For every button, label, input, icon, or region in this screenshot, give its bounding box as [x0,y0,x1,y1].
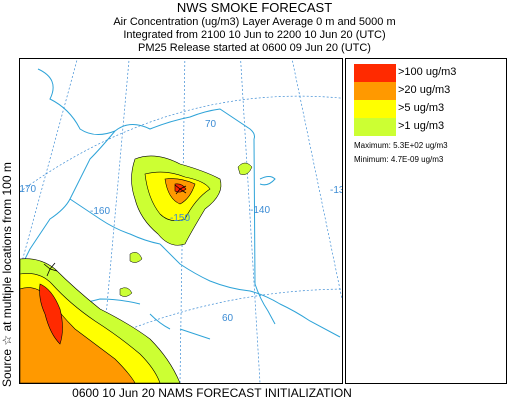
smoke-plume-north [131,155,253,246]
lon-150-label: -150 [170,213,190,224]
lat-70-line [20,95,342,193]
legend-label: >20 ug/m3 [398,84,451,96]
release-info: PM25 Release started at 0600 09 Jun 20 (… [138,42,371,54]
concentration-legend: >100 ug/m3 >20 ug/m3 >5 ug/m3 >1 ug/m3 M… [345,58,507,384]
concentration-subtitle: Air Concentration (ug/m3) Layer Average … [113,16,396,28]
smoke-plume-south [20,252,181,383]
lon-130-label: -130 [330,185,342,196]
smoke-map: 70 60 -170 -160 -150 -140 -130 [19,58,343,384]
lon-160-label: -160 [90,206,110,217]
lon-170-line [20,59,78,270]
legend-label: >5 ug/m3 [398,102,445,114]
legend-swatch [354,64,396,82]
integration-period: Integrated from 2100 10 Jun to 2200 10 J… [123,29,386,41]
forecast-initialization: 0600 10 Jun 20 NAMS FORECAST INITIALIZAT… [72,386,352,400]
legend-swatch [354,118,396,136]
lon-140-label: -140 [250,205,270,216]
forecast-title: NWS SMOKE FORECAST [176,0,333,15]
lon-170-label: -170 [20,184,36,195]
map-canvas: 70 60 -170 -160 -150 -140 -130 [20,59,342,383]
minimum-value: Minimum: 4.7E-09 ug/m3 [354,155,444,164]
source-label: Source ☆ at multiple locations from 100 … [0,162,14,387]
lat-60-label: 60 [222,313,234,324]
lon-140-line [240,59,261,383]
legend-swatch [354,100,396,118]
lon-130-line [291,59,342,300]
legend-label: >1 ug/m3 [398,120,445,132]
legend-swatch [354,82,396,100]
legend-label: >100 ug/m3 [398,66,457,78]
maximum-value: Maximum: 5.3E+02 ug/m3 [354,141,448,150]
lat-70-label: 70 [205,119,217,130]
